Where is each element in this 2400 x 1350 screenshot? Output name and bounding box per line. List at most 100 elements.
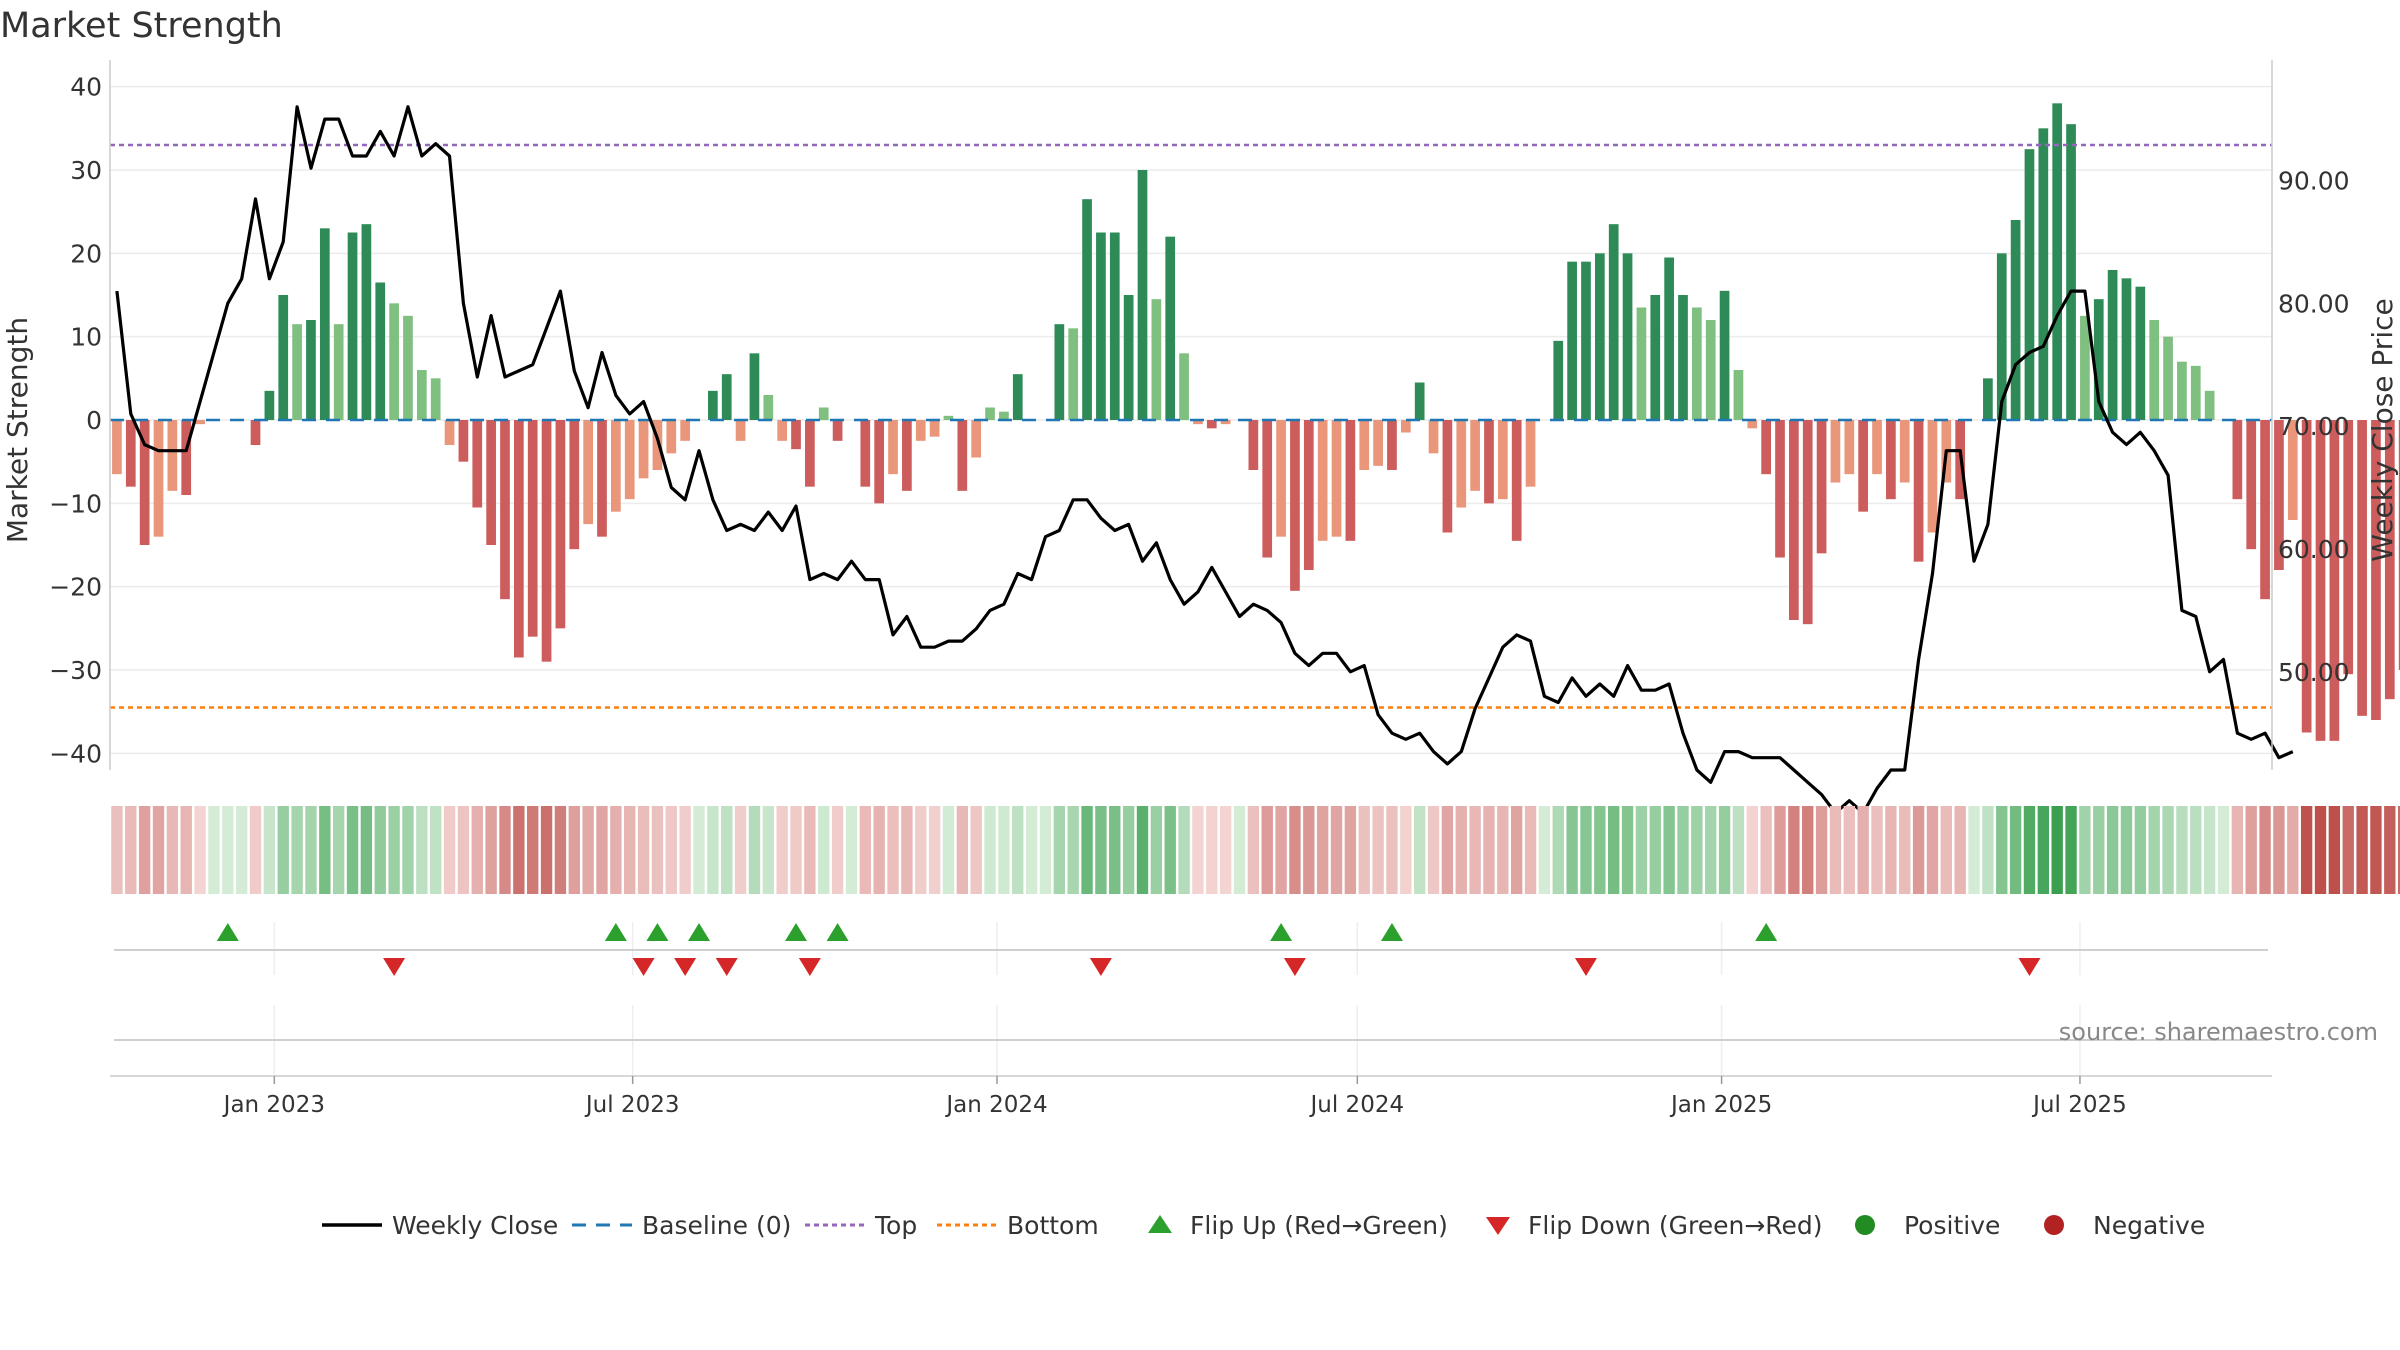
heat-cell	[346, 806, 359, 894]
heat-cell	[1081, 806, 1093, 894]
heat-cell	[776, 806, 788, 894]
flip-up-marker	[1380, 923, 1403, 941]
heat-cell	[2231, 806, 2244, 894]
heat-cell	[1732, 806, 1745, 894]
x-tick-label: Jul 2023	[584, 1092, 680, 1118]
strength-bar	[2329, 420, 2340, 741]
strength-bar	[167, 420, 178, 491]
strength-bar	[1206, 420, 1217, 429]
strength-bar	[1816, 420, 1827, 554]
y-tick-label: −20	[49, 573, 102, 602]
heat-cell	[651, 806, 664, 894]
strength-bar	[1650, 295, 1661, 420]
heat-cell	[637, 806, 650, 894]
legend-label: Bottom	[1007, 1211, 1099, 1240]
strength-bar	[2107, 270, 2118, 420]
strength-bar	[915, 420, 926, 441]
heat-cell	[416, 806, 428, 894]
strength-bar	[1054, 324, 1065, 420]
heat-cell	[1247, 806, 1260, 894]
strength-bar	[264, 390, 275, 420]
strength-bar	[1345, 420, 1356, 541]
strength-bar	[2066, 124, 2076, 421]
heat-cell	[1926, 806, 1939, 894]
heat-cell	[1912, 806, 1925, 894]
strength-bar	[666, 420, 677, 454]
heat-cell	[998, 806, 1010, 894]
strength-bar	[1096, 232, 1106, 420]
source-note: source: sharemaestro.com	[2059, 1018, 2378, 1046]
strength-bar	[1747, 420, 1758, 429]
y2-tick-label: 80.00	[2278, 289, 2350, 318]
strength-bar	[2052, 103, 2063, 420]
heat-cell	[2342, 806, 2354, 894]
heat-cell	[180, 806, 192, 894]
strength-bar	[1331, 420, 1342, 537]
strength-bar	[1470, 420, 1480, 491]
heat-cell	[1261, 806, 1273, 894]
heat-cell	[2203, 806, 2216, 894]
heat-cell	[831, 806, 844, 894]
strength-bar	[1927, 420, 1938, 533]
heat-cell	[1815, 806, 1828, 894]
strength-bar	[153, 420, 164, 537]
heat-cell	[2120, 806, 2133, 894]
heat-cell	[582, 806, 594, 894]
strength-bar	[2149, 320, 2160, 420]
heat-cell	[1275, 806, 1287, 894]
heat-cell	[1524, 806, 1537, 894]
strength-bar	[292, 324, 302, 420]
strength-bar	[763, 395, 774, 420]
heat-cell	[1219, 806, 1232, 894]
legend-swatch-flip-up	[1148, 1215, 1172, 1233]
heat-cell	[1788, 806, 1800, 894]
heat-cell	[887, 806, 899, 894]
heat-cell	[2023, 806, 2036, 894]
heat-cell	[2009, 806, 2022, 894]
strength-bar	[957, 420, 968, 491]
heat-cell	[2079, 806, 2091, 894]
heat-cell	[762, 806, 774, 894]
strength-bar	[708, 390, 718, 420]
heat-cell	[1233, 806, 1246, 894]
heat-cell	[1621, 806, 1634, 894]
x-tick-label: Jan 2025	[1669, 1092, 1772, 1118]
heat-cell	[485, 806, 497, 894]
heat-cell	[1802, 806, 1814, 894]
heat-cell	[2176, 806, 2188, 894]
strength-bar	[1858, 420, 1869, 512]
heat-cell	[1705, 806, 1717, 894]
strength-bar	[1719, 290, 1730, 420]
heat-cell	[402, 806, 414, 894]
y-axis-label: Market Strength	[1, 317, 34, 543]
legend-label: Flip Up (Red→Green)	[1190, 1211, 1448, 1240]
strength-bar	[319, 228, 330, 420]
strength-bar	[1983, 378, 1993, 420]
strength-bar	[125, 420, 136, 487]
strength-bar	[306, 320, 316, 420]
strength-bar	[1594, 253, 1605, 420]
heat-cell	[1150, 806, 1163, 894]
heat-cell	[1012, 806, 1024, 894]
heat-cell	[1774, 806, 1786, 894]
strength-bar	[458, 420, 469, 462]
strength-bar	[2163, 336, 2173, 420]
flip-down-marker	[1283, 958, 1306, 976]
strength-bar	[1913, 420, 1924, 562]
heat-cell	[1441, 806, 1454, 894]
flip-up-marker	[646, 923, 669, 941]
heat-cell	[277, 806, 289, 894]
y-tick-label: 0	[86, 406, 102, 435]
heat-cell	[1968, 806, 1980, 894]
strength-bar	[874, 420, 885, 504]
strength-bar	[2274, 420, 2284, 570]
heat-cell	[2217, 806, 2230, 894]
heat-cell	[1303, 806, 1315, 894]
y-tick-label: −40	[49, 739, 102, 768]
heat-cell	[111, 806, 123, 894]
y-tick-label: 30	[70, 156, 102, 185]
heat-cell	[1857, 806, 1869, 894]
strength-bar	[1844, 420, 1855, 475]
heat-cell	[956, 806, 969, 894]
heat-cell	[942, 806, 955, 894]
